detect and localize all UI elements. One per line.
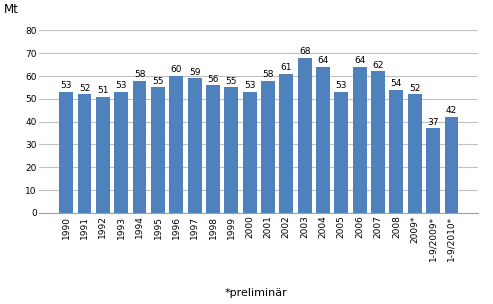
Text: Mt: Mt [4,3,19,16]
Bar [170,76,183,213]
Bar [243,92,256,213]
Bar [316,67,330,213]
Bar [188,78,202,213]
Text: 68: 68 [299,47,311,56]
Bar [389,90,403,213]
Bar [353,67,367,213]
Text: 53: 53 [244,81,255,90]
Text: 53: 53 [115,81,127,90]
Bar [445,117,458,213]
Text: 61: 61 [281,63,292,72]
Bar [371,71,385,213]
Text: 58: 58 [134,70,145,79]
Bar [261,81,275,213]
Text: 56: 56 [207,74,219,84]
Bar [408,94,422,213]
Text: 64: 64 [354,56,365,65]
Text: 53: 53 [61,81,72,90]
Bar [224,88,238,213]
Text: *preliminär: *preliminär [225,288,288,298]
Text: 42: 42 [446,106,457,116]
Text: 58: 58 [262,70,274,79]
Bar [334,92,348,213]
Text: 51: 51 [97,86,108,95]
Bar [426,128,440,213]
Text: 53: 53 [336,81,347,90]
Text: 52: 52 [409,84,421,93]
Text: 52: 52 [79,84,90,93]
Text: 37: 37 [427,118,439,127]
Bar [280,74,293,213]
Bar [78,94,92,213]
Bar [59,92,73,213]
Text: 64: 64 [317,56,329,65]
Text: 55: 55 [226,77,237,86]
Bar [96,97,110,213]
Text: 60: 60 [171,65,182,74]
Bar [151,88,165,213]
Bar [114,92,128,213]
Text: 62: 62 [372,61,384,70]
Bar [298,58,312,213]
Bar [133,81,146,213]
Bar [206,85,220,213]
Text: 59: 59 [189,68,200,77]
Text: 54: 54 [390,79,402,88]
Text: 55: 55 [152,77,164,86]
